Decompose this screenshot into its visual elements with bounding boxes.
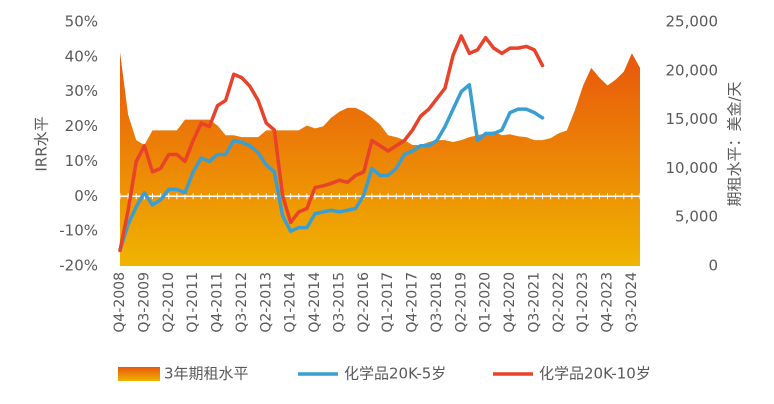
- x-tick-label: Q3-2018: [429, 272, 445, 333]
- x-tick-label: Q1-2014: [283, 272, 299, 333]
- x-tick-label: Q3-2021: [526, 272, 542, 333]
- legend-swatch: [118, 367, 160, 381]
- y2-tick-label: 25,000: [666, 13, 719, 31]
- y2-axis-label: 期租水平：美金/天: [726, 81, 744, 206]
- y-axis-label: IRR水平: [33, 116, 51, 171]
- x-tick-label: Q2-2013: [258, 272, 274, 333]
- x-tick-label: Q2-2016: [356, 272, 372, 333]
- y-tick-label: 30%: [65, 82, 98, 100]
- x-tick-label: Q1-2011: [185, 272, 201, 333]
- legend-label: 3年期租水平: [164, 365, 249, 383]
- x-tick-label: Q3-2009: [136, 272, 152, 333]
- x-tick-label: Q1-2023: [575, 272, 591, 333]
- y-tick-label: -10%: [59, 222, 98, 240]
- y2-tick-label: 10,000: [666, 159, 719, 177]
- y-tick-label: 40%: [65, 47, 98, 65]
- x-tick-label: Q3-2012: [234, 272, 250, 333]
- line: [118, 82, 545, 253]
- x-tick-label: Q3-2024: [624, 272, 640, 333]
- y-tick-label: 20%: [65, 117, 98, 135]
- y-tick-label: -20%: [59, 257, 98, 275]
- legend-item: 3年期租水平: [118, 365, 249, 383]
- x-tick-label: Q4-2011: [210, 272, 226, 333]
- legend-item: 化学品20K-10岁: [493, 365, 651, 383]
- x-tick-label: Q4-2017: [405, 272, 421, 333]
- x-tick-label: Q4-2023: [600, 272, 616, 333]
- y2-tick-label: 5,000: [675, 208, 718, 226]
- legend-label: 化学品20K-5岁: [344, 365, 446, 383]
- y2-tick-label: 0: [708, 257, 718, 275]
- y2-tick-label: 20,000: [666, 61, 719, 79]
- legend-item: 化学品20K-5岁: [298, 365, 446, 383]
- x-tick-label: Q1-2020: [478, 272, 494, 333]
- y-tick-label: 0%: [74, 187, 98, 205]
- y-tick-label: 50%: [65, 13, 98, 31]
- x-tick-label: Q2-2019: [453, 272, 469, 333]
- x-tick-label: Q3-2015: [331, 272, 347, 333]
- area: [120, 52, 640, 267]
- legend-label: 化学品20K-10岁: [539, 365, 651, 383]
- y2-tick-label: 15,000: [666, 110, 719, 128]
- x-tick-label: Q4-2014: [307, 272, 323, 333]
- x-tick-label: Q4-2020: [502, 272, 518, 333]
- y-tick-label: 10%: [65, 152, 98, 170]
- x-tick-label: Q1-2017: [380, 272, 396, 333]
- x-tick-label: Q4-2008: [112, 272, 128, 333]
- x-tick-label: Q2-2022: [551, 272, 567, 333]
- line: [118, 34, 545, 253]
- x-tick-label: Q2-2010: [161, 272, 177, 333]
